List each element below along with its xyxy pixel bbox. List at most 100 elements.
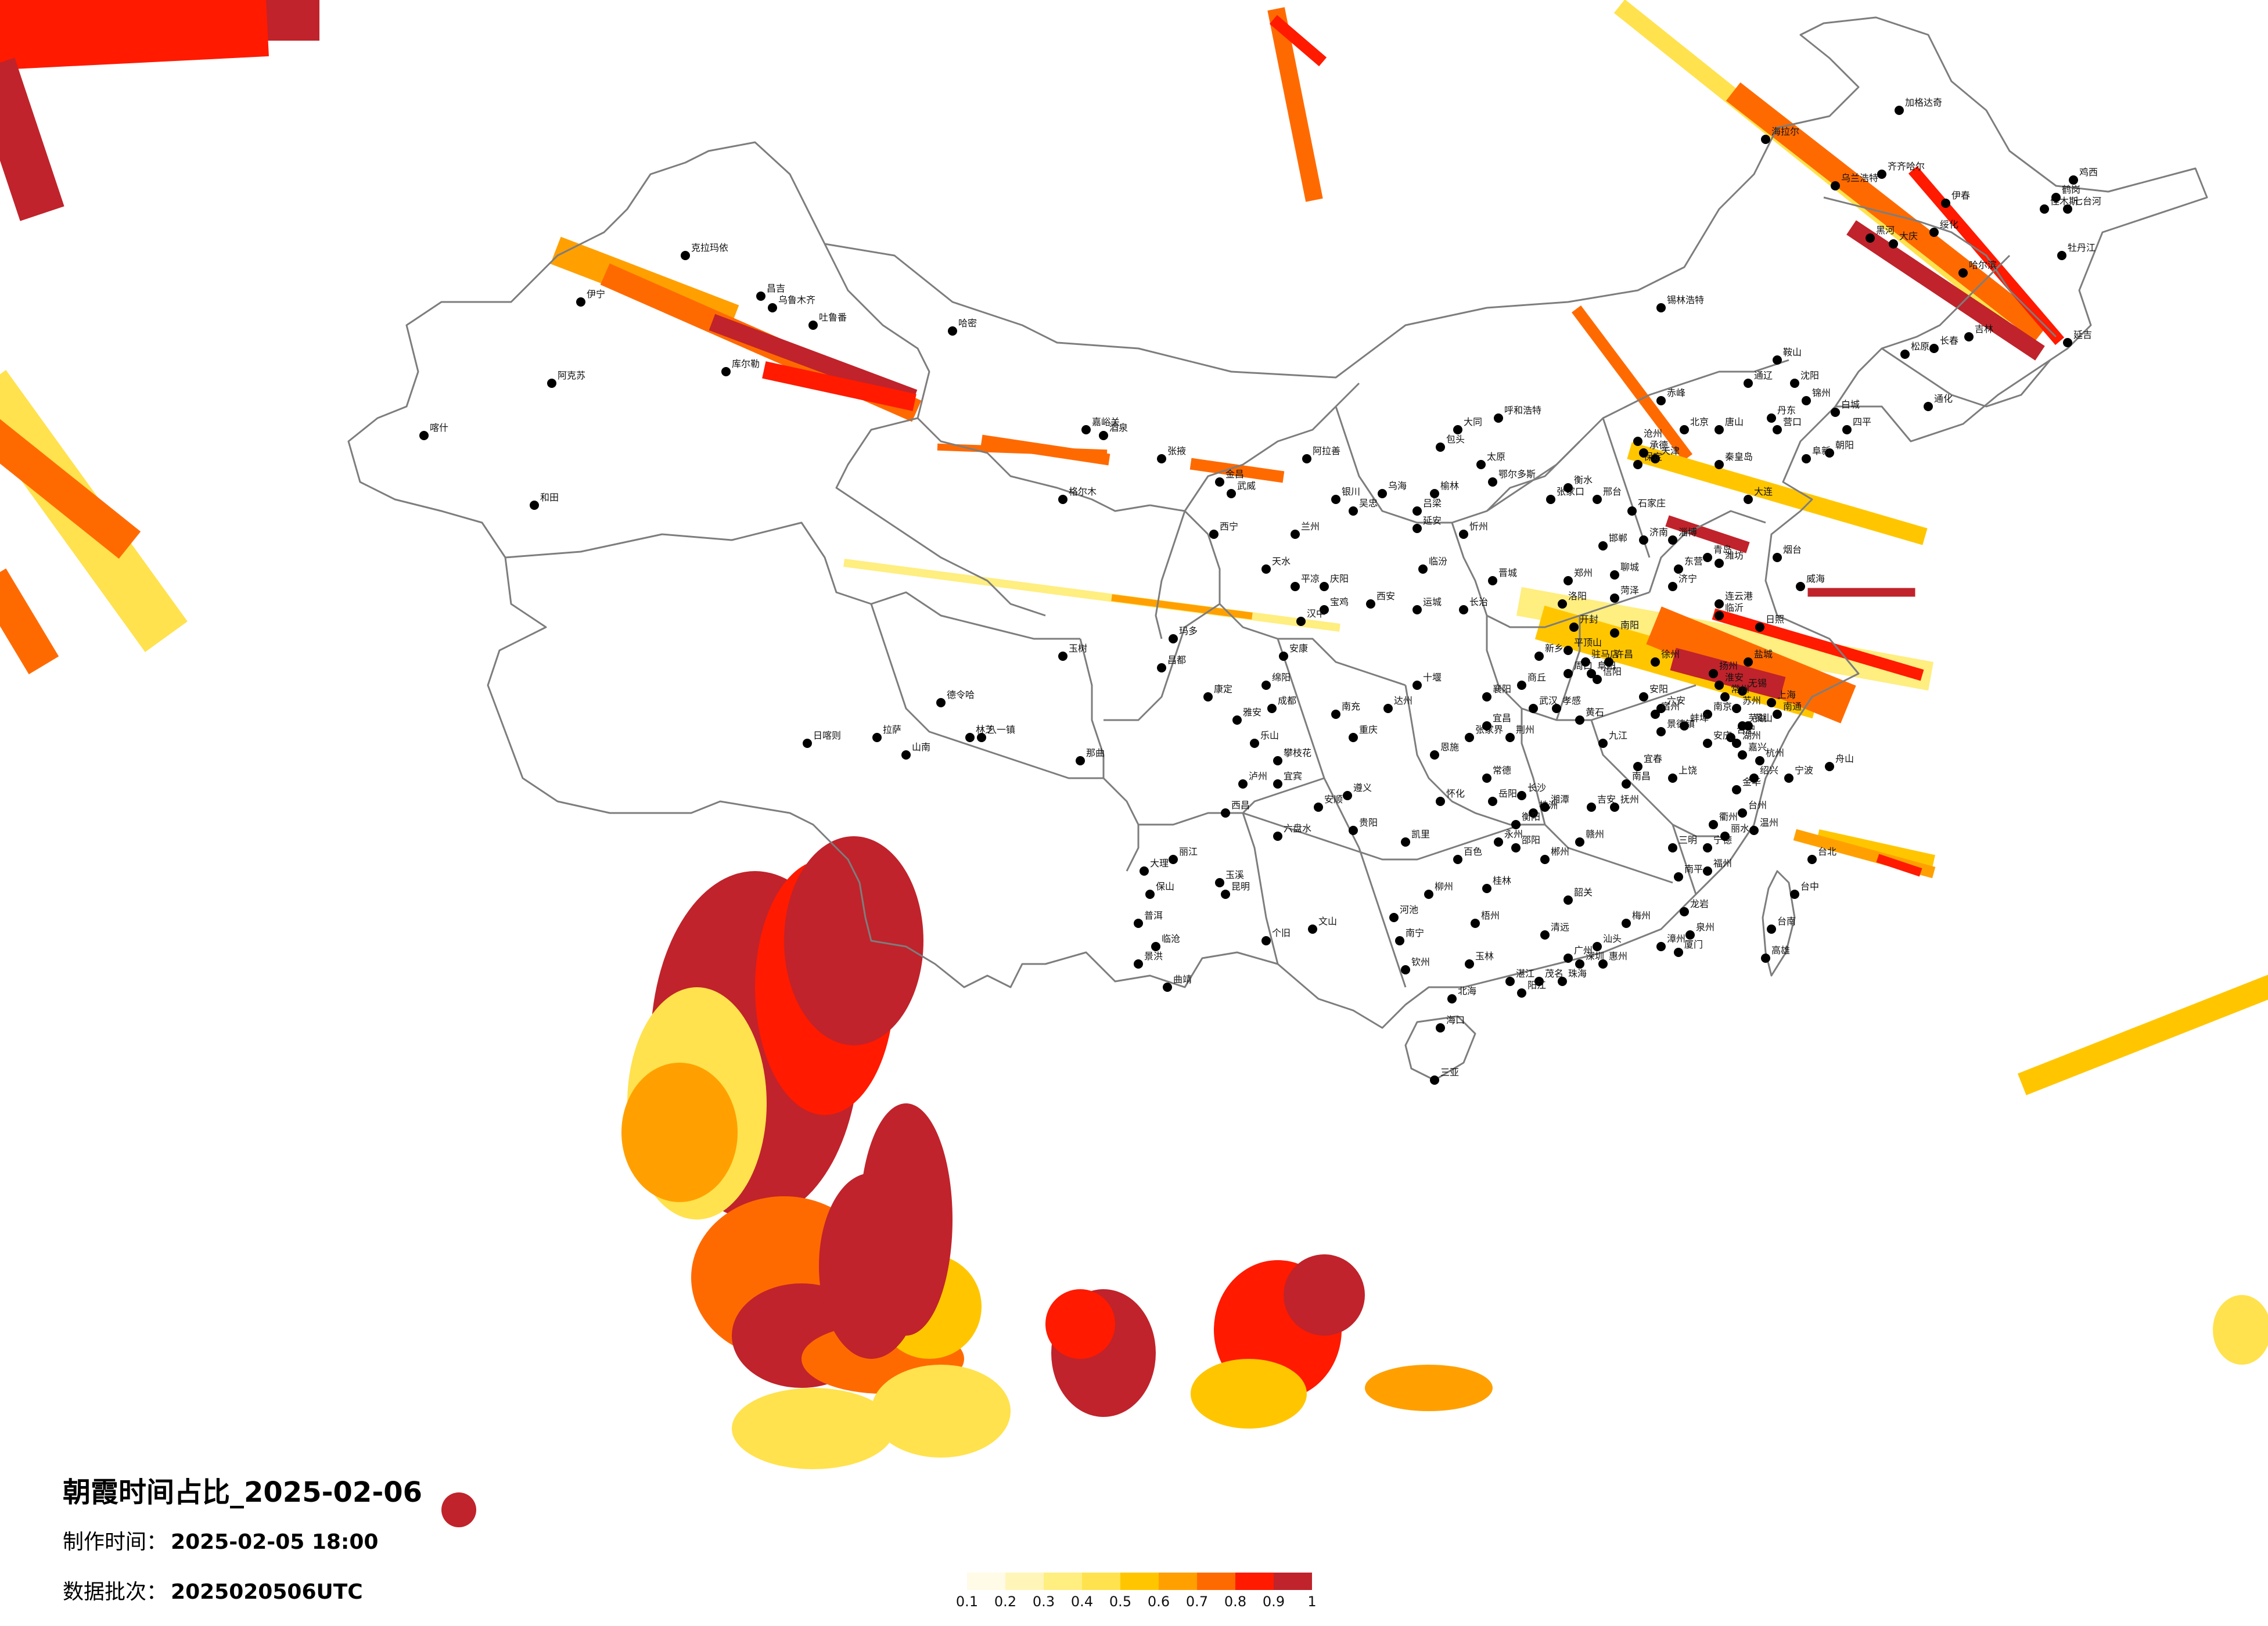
city-label: 吕梁 bbox=[1423, 498, 1442, 509]
city-label: 雅安 bbox=[1243, 707, 1261, 718]
city-label: 海口 bbox=[1446, 1015, 1465, 1026]
city-dot bbox=[1058, 495, 1067, 504]
city-dot bbox=[1424, 890, 1433, 899]
city-label: 厦门 bbox=[1684, 939, 1703, 950]
city-label: 加格达奇 bbox=[1905, 97, 1942, 108]
city-label: 安阳 bbox=[1649, 684, 1668, 695]
city-dot bbox=[1261, 936, 1271, 945]
city-dot bbox=[1430, 1075, 1439, 1085]
city-label: 黑河 bbox=[1876, 225, 1895, 236]
city-label: 安康 bbox=[1289, 643, 1308, 654]
heat-band bbox=[1267, 7, 1323, 202]
city-dot bbox=[1308, 924, 1317, 934]
city-label: 丽水 bbox=[1731, 823, 1749, 834]
city-label: 营口 bbox=[1783, 416, 1802, 427]
heat-band bbox=[1189, 458, 1285, 483]
city-label: 南阳 bbox=[1620, 620, 1639, 631]
city-label: 玉溪 bbox=[1225, 869, 1244, 880]
city-label: 锦州 bbox=[1812, 387, 1831, 398]
city-dot bbox=[1540, 930, 1550, 940]
city-dot bbox=[1633, 460, 1642, 469]
city-label: 广州 bbox=[1574, 945, 1593, 956]
city-dot bbox=[1482, 774, 1491, 783]
city-dot bbox=[1610, 803, 1619, 812]
color-legend: 0.1 0.2 0.3 0.4 0.5 0.6 0.7 0.8 0.9 1 bbox=[956, 1573, 1317, 1613]
city-label: 临汾 bbox=[1429, 556, 1447, 567]
city-label: 长沙 bbox=[1527, 782, 1546, 793]
city-label: 曲靖 bbox=[1173, 974, 1192, 985]
heat-blob bbox=[1045, 1289, 1115, 1359]
city-dot bbox=[1232, 715, 1242, 725]
city-dot bbox=[1517, 791, 1526, 800]
city-dot bbox=[2057, 251, 2066, 260]
legend-tick: 0.8 bbox=[1224, 1593, 1247, 1610]
city-dot bbox=[1250, 739, 1259, 748]
city-dot bbox=[1749, 774, 1759, 783]
city-label: 商丘 bbox=[1527, 672, 1546, 683]
city-label: 遵义 bbox=[1353, 782, 1372, 793]
city-dot bbox=[1453, 425, 1462, 434]
city-dot bbox=[1558, 599, 1567, 609]
city-label: 茂名 bbox=[1545, 968, 1563, 979]
heat-band bbox=[0, 568, 59, 675]
city-label: 和田 bbox=[540, 492, 559, 503]
city-label: 十堰 bbox=[1423, 672, 1442, 683]
city-dot bbox=[419, 431, 429, 440]
city-label: 台州 bbox=[1748, 800, 1767, 811]
city-dot bbox=[1157, 454, 1166, 463]
city-dot bbox=[1598, 541, 1608, 551]
city-label: 武威 bbox=[1237, 480, 1256, 491]
city-label: 兰州 bbox=[1301, 521, 1320, 532]
city-label: 汉中 bbox=[1307, 608, 1325, 619]
city-dot bbox=[1796, 582, 1805, 591]
city-label: 贵阳 bbox=[1359, 817, 1378, 828]
city-label: 太原 bbox=[1487, 451, 1505, 462]
heat-band bbox=[1817, 829, 1935, 866]
city-dot bbox=[1703, 553, 1712, 562]
city-label: 赣州 bbox=[1586, 829, 1604, 840]
city-label: 常德 bbox=[1493, 765, 1511, 776]
city-label: 北海 bbox=[1458, 985, 1476, 997]
legend-swatch bbox=[1120, 1573, 1159, 1590]
city-dot bbox=[1593, 942, 1602, 951]
city-dot bbox=[1831, 408, 1840, 417]
city-label: 漳州 bbox=[1667, 933, 1685, 944]
city-dot bbox=[1744, 495, 1753, 504]
city-dot bbox=[2051, 193, 2061, 202]
city-label: 宁波 bbox=[1795, 765, 1813, 776]
city-dot bbox=[977, 733, 986, 742]
city-label: 昆明 bbox=[1231, 881, 1250, 892]
city-label: 平凉 bbox=[1301, 573, 1320, 584]
city-dot bbox=[1656, 942, 1666, 951]
city-dot bbox=[1436, 443, 1445, 452]
city-label: 四平 bbox=[1853, 416, 1871, 427]
city-label: 齐齐哈尔 bbox=[1888, 161, 1925, 172]
city-label: 上饶 bbox=[1678, 765, 1697, 776]
city-label: 金昌 bbox=[1225, 469, 1244, 480]
city-dot bbox=[1558, 977, 1567, 986]
city-dot bbox=[1529, 808, 1538, 818]
city-dot bbox=[1227, 489, 1236, 498]
city-label: 鹤岗 bbox=[2062, 184, 2080, 195]
city-dot bbox=[1430, 750, 1439, 760]
city-label: 北京 bbox=[1690, 416, 1709, 427]
city-dot bbox=[1349, 506, 1358, 516]
city-dot bbox=[1215, 477, 1224, 487]
city-label: 宜春 bbox=[1644, 753, 1662, 764]
city-label: 玛多 bbox=[1179, 625, 1198, 636]
city-label: 那曲 bbox=[1086, 747, 1105, 758]
legend-tick: 0.1 bbox=[955, 1593, 979, 1610]
heat-layer bbox=[0, 0, 2268, 1527]
city-dot bbox=[1488, 797, 1497, 806]
city-label: 晋城 bbox=[1498, 567, 1517, 578]
city-dot bbox=[1668, 774, 1677, 783]
city-label: 通辽 bbox=[1754, 370, 1773, 381]
city-label: 菏泽 bbox=[1620, 585, 1639, 596]
city-label: 珠海 bbox=[1568, 968, 1587, 979]
city-label: 岳阳 bbox=[1498, 788, 1517, 799]
city-dot bbox=[1569, 623, 1579, 632]
city-dot bbox=[1302, 454, 1311, 463]
city-label: 三亚 bbox=[1440, 1067, 1459, 1078]
made-time-label: 制作时间： bbox=[63, 1530, 168, 1554]
city-label: 玉树 bbox=[1069, 643, 1087, 654]
